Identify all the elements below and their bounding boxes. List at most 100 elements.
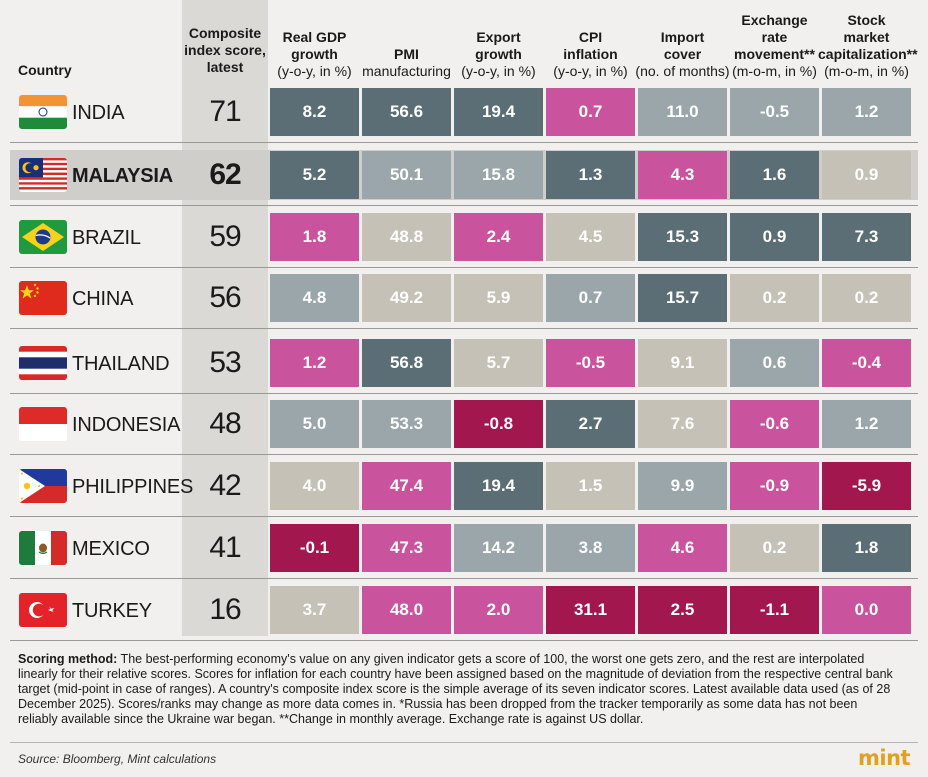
scoring-method-text: The best-performing economy's value on a… bbox=[18, 652, 893, 726]
column-header: Import cover (no. of months) bbox=[634, 29, 731, 80]
indicator-cell: 2.5 bbox=[638, 586, 727, 634]
indicator-cell: 7.3 bbox=[822, 213, 911, 261]
composite-score: 62 bbox=[209, 158, 241, 191]
column-header-unit: manufacturing bbox=[362, 63, 451, 79]
indicator-cell: 0.6 bbox=[730, 339, 819, 387]
indicator-cell: 1.3 bbox=[546, 151, 635, 199]
column-header: Export growth (y-o-y, in %) bbox=[450, 29, 547, 80]
indicator-cell: 2.4 bbox=[454, 213, 543, 261]
column-header-title: PMI bbox=[394, 46, 419, 62]
composite-score: 48 bbox=[209, 407, 241, 440]
column-header: Real GDP growth (y-o-y, in %) bbox=[266, 29, 363, 80]
table-row: INDIA 71 8.2 56.6 19.4 0.7 11.0 -0.5 1.2 bbox=[10, 87, 918, 137]
table-row: INDONESIA 48 5.0 53.3 -0.8 2.7 7.6 -0.6 1.2 bbox=[10, 399, 918, 449]
composite-score: 56 bbox=[209, 281, 241, 314]
indicator-cell: 0.2 bbox=[822, 274, 911, 322]
indicator-cell: -0.6 bbox=[730, 400, 819, 448]
indicator-cell: 5.9 bbox=[454, 274, 543, 322]
indicator-cell: 4.8 bbox=[270, 274, 359, 322]
mint-logo: mint bbox=[858, 746, 911, 770]
row-divider bbox=[10, 393, 918, 394]
indicator-cell: -0.9 bbox=[730, 462, 819, 510]
indicator-cell: 2.7 bbox=[546, 400, 635, 448]
header-composite-line-3: latest bbox=[206, 59, 244, 75]
country-name: INDONESIA bbox=[72, 414, 181, 436]
indicator-cell: 0.9 bbox=[822, 151, 911, 199]
indicator-cell: -0.1 bbox=[270, 524, 359, 572]
country-name: TURKEY bbox=[72, 600, 152, 622]
indicator-cell: 11.0 bbox=[638, 88, 727, 136]
indicator-cell: 5.0 bbox=[270, 400, 359, 448]
column-header-title: cover bbox=[663, 46, 702, 62]
indicator-cell: 4.6 bbox=[638, 524, 727, 572]
indicator-cell: 1.5 bbox=[546, 462, 635, 510]
thailand-flag-icon bbox=[19, 346, 67, 380]
row-divider bbox=[10, 205, 918, 206]
indicator-cell: 56.8 bbox=[362, 339, 451, 387]
table-row: THAILAND 53 1.2 56.8 5.7 -0.5 9.1 0.6 -0.4 bbox=[10, 338, 918, 388]
column-header-title: growth bbox=[475, 46, 522, 62]
indicator-cell: 1.8 bbox=[822, 524, 911, 572]
column-header-title: Exchange bbox=[741, 12, 808, 28]
indicator-cell: 31.1 bbox=[546, 586, 635, 634]
column-header-unit: (y-o-y, in %) bbox=[277, 63, 352, 79]
header-country: Country bbox=[18, 62, 72, 78]
indicator-cell: 5.7 bbox=[454, 339, 543, 387]
indicator-cell: 0.2 bbox=[730, 524, 819, 572]
indicator-cell: 9.1 bbox=[638, 339, 727, 387]
column-header: Stock market capitalization** (m-o-m, in %) bbox=[818, 12, 918, 80]
indicator-cell: 15.3 bbox=[638, 213, 727, 261]
indicator-cell: 4.0 bbox=[270, 462, 359, 510]
row-divider bbox=[10, 267, 918, 268]
composite-score: 16 bbox=[209, 593, 241, 626]
row-divider bbox=[10, 454, 918, 455]
indicator-cell: 2.0 bbox=[454, 586, 543, 634]
indicator-cell: 48.0 bbox=[362, 586, 451, 634]
indicator-cell: 50.1 bbox=[362, 151, 451, 199]
country-name: CHINA bbox=[72, 288, 134, 310]
malaysia-flag-icon bbox=[19, 158, 67, 192]
indicator-cell: 7.6 bbox=[638, 400, 727, 448]
row-divider bbox=[10, 640, 918, 641]
indicator-cell: 0.9 bbox=[730, 213, 819, 261]
india-flag-icon bbox=[19, 95, 67, 129]
indicator-cell: 8.2 bbox=[270, 88, 359, 136]
composite-score: 42 bbox=[209, 469, 241, 502]
indicator-cell: 0.2 bbox=[730, 274, 819, 322]
country-name: BRAZIL bbox=[72, 227, 141, 249]
indicator-cell: 5.2 bbox=[270, 151, 359, 199]
column-header-title: Stock bbox=[847, 12, 886, 28]
table-row: CHINA 56 4.8 49.2 5.9 0.7 15.7 0.2 0.2 bbox=[10, 273, 918, 323]
indicator-cell: -0.4 bbox=[822, 339, 911, 387]
indicator-cell: 47.4 bbox=[362, 462, 451, 510]
indicator-cell: 3.8 bbox=[546, 524, 635, 572]
column-header-title: CPI bbox=[578, 29, 603, 45]
philippines-flag-icon bbox=[19, 469, 67, 503]
country-name: INDIA bbox=[72, 102, 125, 124]
indicator-cell: 0.7 bbox=[546, 274, 635, 322]
column-header-title bbox=[358, 29, 455, 46]
column-header: CPI inflation (y-o-y, in %) bbox=[542, 29, 639, 80]
column-header-title: rate bbox=[761, 29, 788, 45]
row-divider bbox=[10, 142, 918, 143]
indicator-cell: 3.7 bbox=[270, 586, 359, 634]
table-row: MEXICO 41 -0.1 47.3 14.2 3.8 4.6 0.2 1.8 bbox=[10, 523, 918, 573]
column-header-title: Export bbox=[476, 29, 521, 45]
column-header-title: capitalization** bbox=[818, 46, 918, 62]
row-divider bbox=[10, 328, 918, 329]
country-name: THAILAND bbox=[72, 353, 170, 375]
indicator-cell: -0.5 bbox=[546, 339, 635, 387]
country-name: MEXICO bbox=[72, 538, 150, 560]
composite-score: 71 bbox=[209, 95, 241, 128]
source-divider bbox=[10, 742, 918, 743]
indicator-cell: 4.3 bbox=[638, 151, 727, 199]
column-header-unit: (no. of months) bbox=[635, 63, 730, 79]
indicator-cell: 47.3 bbox=[362, 524, 451, 572]
composite-score: 59 bbox=[209, 220, 241, 253]
indicator-cell: 1.8 bbox=[270, 213, 359, 261]
column-header-title: Import bbox=[660, 29, 705, 45]
table-row: MALAYSIA 62 5.2 50.1 15.8 1.3 4.3 1.6 0.9 bbox=[10, 150, 918, 200]
turkey-flag-icon bbox=[19, 593, 67, 627]
mexico-flag-icon bbox=[19, 531, 67, 565]
